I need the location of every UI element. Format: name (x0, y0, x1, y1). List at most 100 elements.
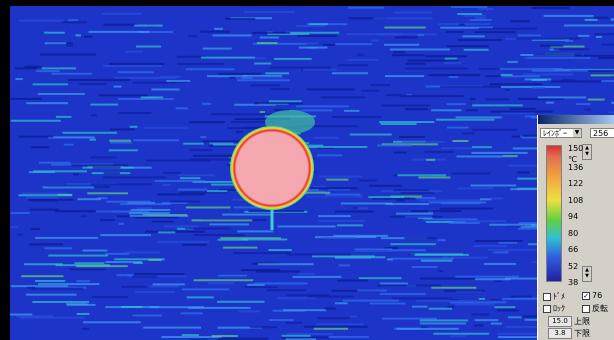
streak (564, 25, 614, 27)
option[interactable]: ﾛｯｸ (543, 303, 565, 314)
streak (428, 74, 480, 76)
streak (132, 276, 157, 278)
streak (318, 215, 351, 217)
streak (498, 336, 539, 338)
option[interactable]: ✓76 (582, 291, 602, 300)
streak (494, 280, 502, 282)
streak (359, 277, 402, 279)
streak (405, 108, 428, 110)
streak (296, 105, 349, 107)
streak (449, 76, 459, 78)
streak (21, 275, 63, 277)
streak (250, 326, 277, 328)
streak (489, 224, 535, 226)
option[interactable]: ﾄﾞﾒ (543, 291, 565, 302)
streak (119, 223, 124, 225)
checkbox[interactable] (543, 293, 551, 301)
streak (359, 179, 377, 181)
checkbox[interactable] (582, 305, 590, 313)
scale-label: 52 (568, 262, 578, 271)
streak (91, 183, 152, 185)
streak (596, 36, 602, 38)
streak (158, 193, 205, 195)
streak (508, 316, 522, 318)
streak (237, 230, 273, 232)
streak (235, 76, 283, 78)
streak (245, 286, 278, 288)
streak (317, 317, 350, 319)
streak (544, 15, 594, 17)
upper-spin[interactable]: ▲▼ (582, 144, 592, 160)
streak (361, 90, 379, 92)
streak (531, 79, 546, 81)
streak (158, 231, 175, 233)
streak (312, 255, 375, 257)
option[interactable]: 反転 (582, 303, 608, 314)
streak (565, 40, 574, 42)
streak (176, 107, 188, 109)
streak (505, 89, 510, 91)
streak (452, 140, 468, 142)
streak (217, 301, 265, 303)
streak (440, 86, 501, 88)
scale-label: 122 (568, 179, 583, 188)
checkbox[interactable] (543, 305, 551, 313)
streak (346, 33, 402, 35)
lower-input[interactable]: 3.8 (548, 328, 572, 339)
streak (134, 273, 185, 275)
streak (420, 322, 466, 324)
streak (117, 274, 134, 276)
streak (133, 262, 143, 264)
streak (77, 313, 90, 315)
streak (444, 290, 485, 292)
streak (257, 42, 278, 44)
streak (48, 255, 108, 257)
streak (66, 45, 73, 47)
streak (254, 102, 303, 104)
streak (188, 35, 198, 37)
streak (189, 121, 225, 123)
streak (516, 38, 581, 40)
streak (470, 98, 476, 100)
streak (418, 176, 450, 178)
streak (438, 270, 444, 272)
streak (48, 136, 95, 138)
streak (254, 63, 271, 65)
thermal-image (0, 0, 614, 340)
streak (298, 273, 314, 275)
streak (339, 264, 351, 266)
color-bar (546, 145, 562, 282)
streak (335, 43, 372, 45)
lower-label: 下限 (574, 328, 590, 339)
streak (136, 46, 161, 48)
streak (121, 286, 146, 288)
streak (425, 55, 467, 57)
streak (351, 315, 357, 317)
levels-select[interactable]: 256 (590, 128, 614, 138)
streak (438, 239, 446, 241)
streak (211, 113, 275, 115)
streak (270, 67, 331, 69)
streak (501, 74, 513, 76)
streak (386, 94, 407, 96)
streak (133, 139, 179, 141)
streak (546, 102, 554, 104)
streak (233, 252, 290, 254)
streak (475, 17, 487, 19)
streak (153, 283, 185, 285)
streak (194, 234, 245, 236)
streak (471, 152, 527, 154)
streak (441, 202, 481, 204)
streak (410, 253, 463, 255)
streak (335, 302, 348, 304)
streak (51, 73, 91, 75)
streak (185, 227, 231, 229)
streak (143, 327, 201, 329)
streak (314, 137, 339, 139)
checkbox[interactable]: ✓ (582, 292, 590, 300)
lower-spin[interactable]: ▲▼ (582, 266, 592, 282)
streak (309, 23, 328, 25)
streak (353, 207, 358, 209)
upper-input[interactable]: 15.0 (548, 316, 572, 327)
palette-select[interactable]: ﾚｲﾝﾎﾞｰ▼ (540, 128, 582, 138)
